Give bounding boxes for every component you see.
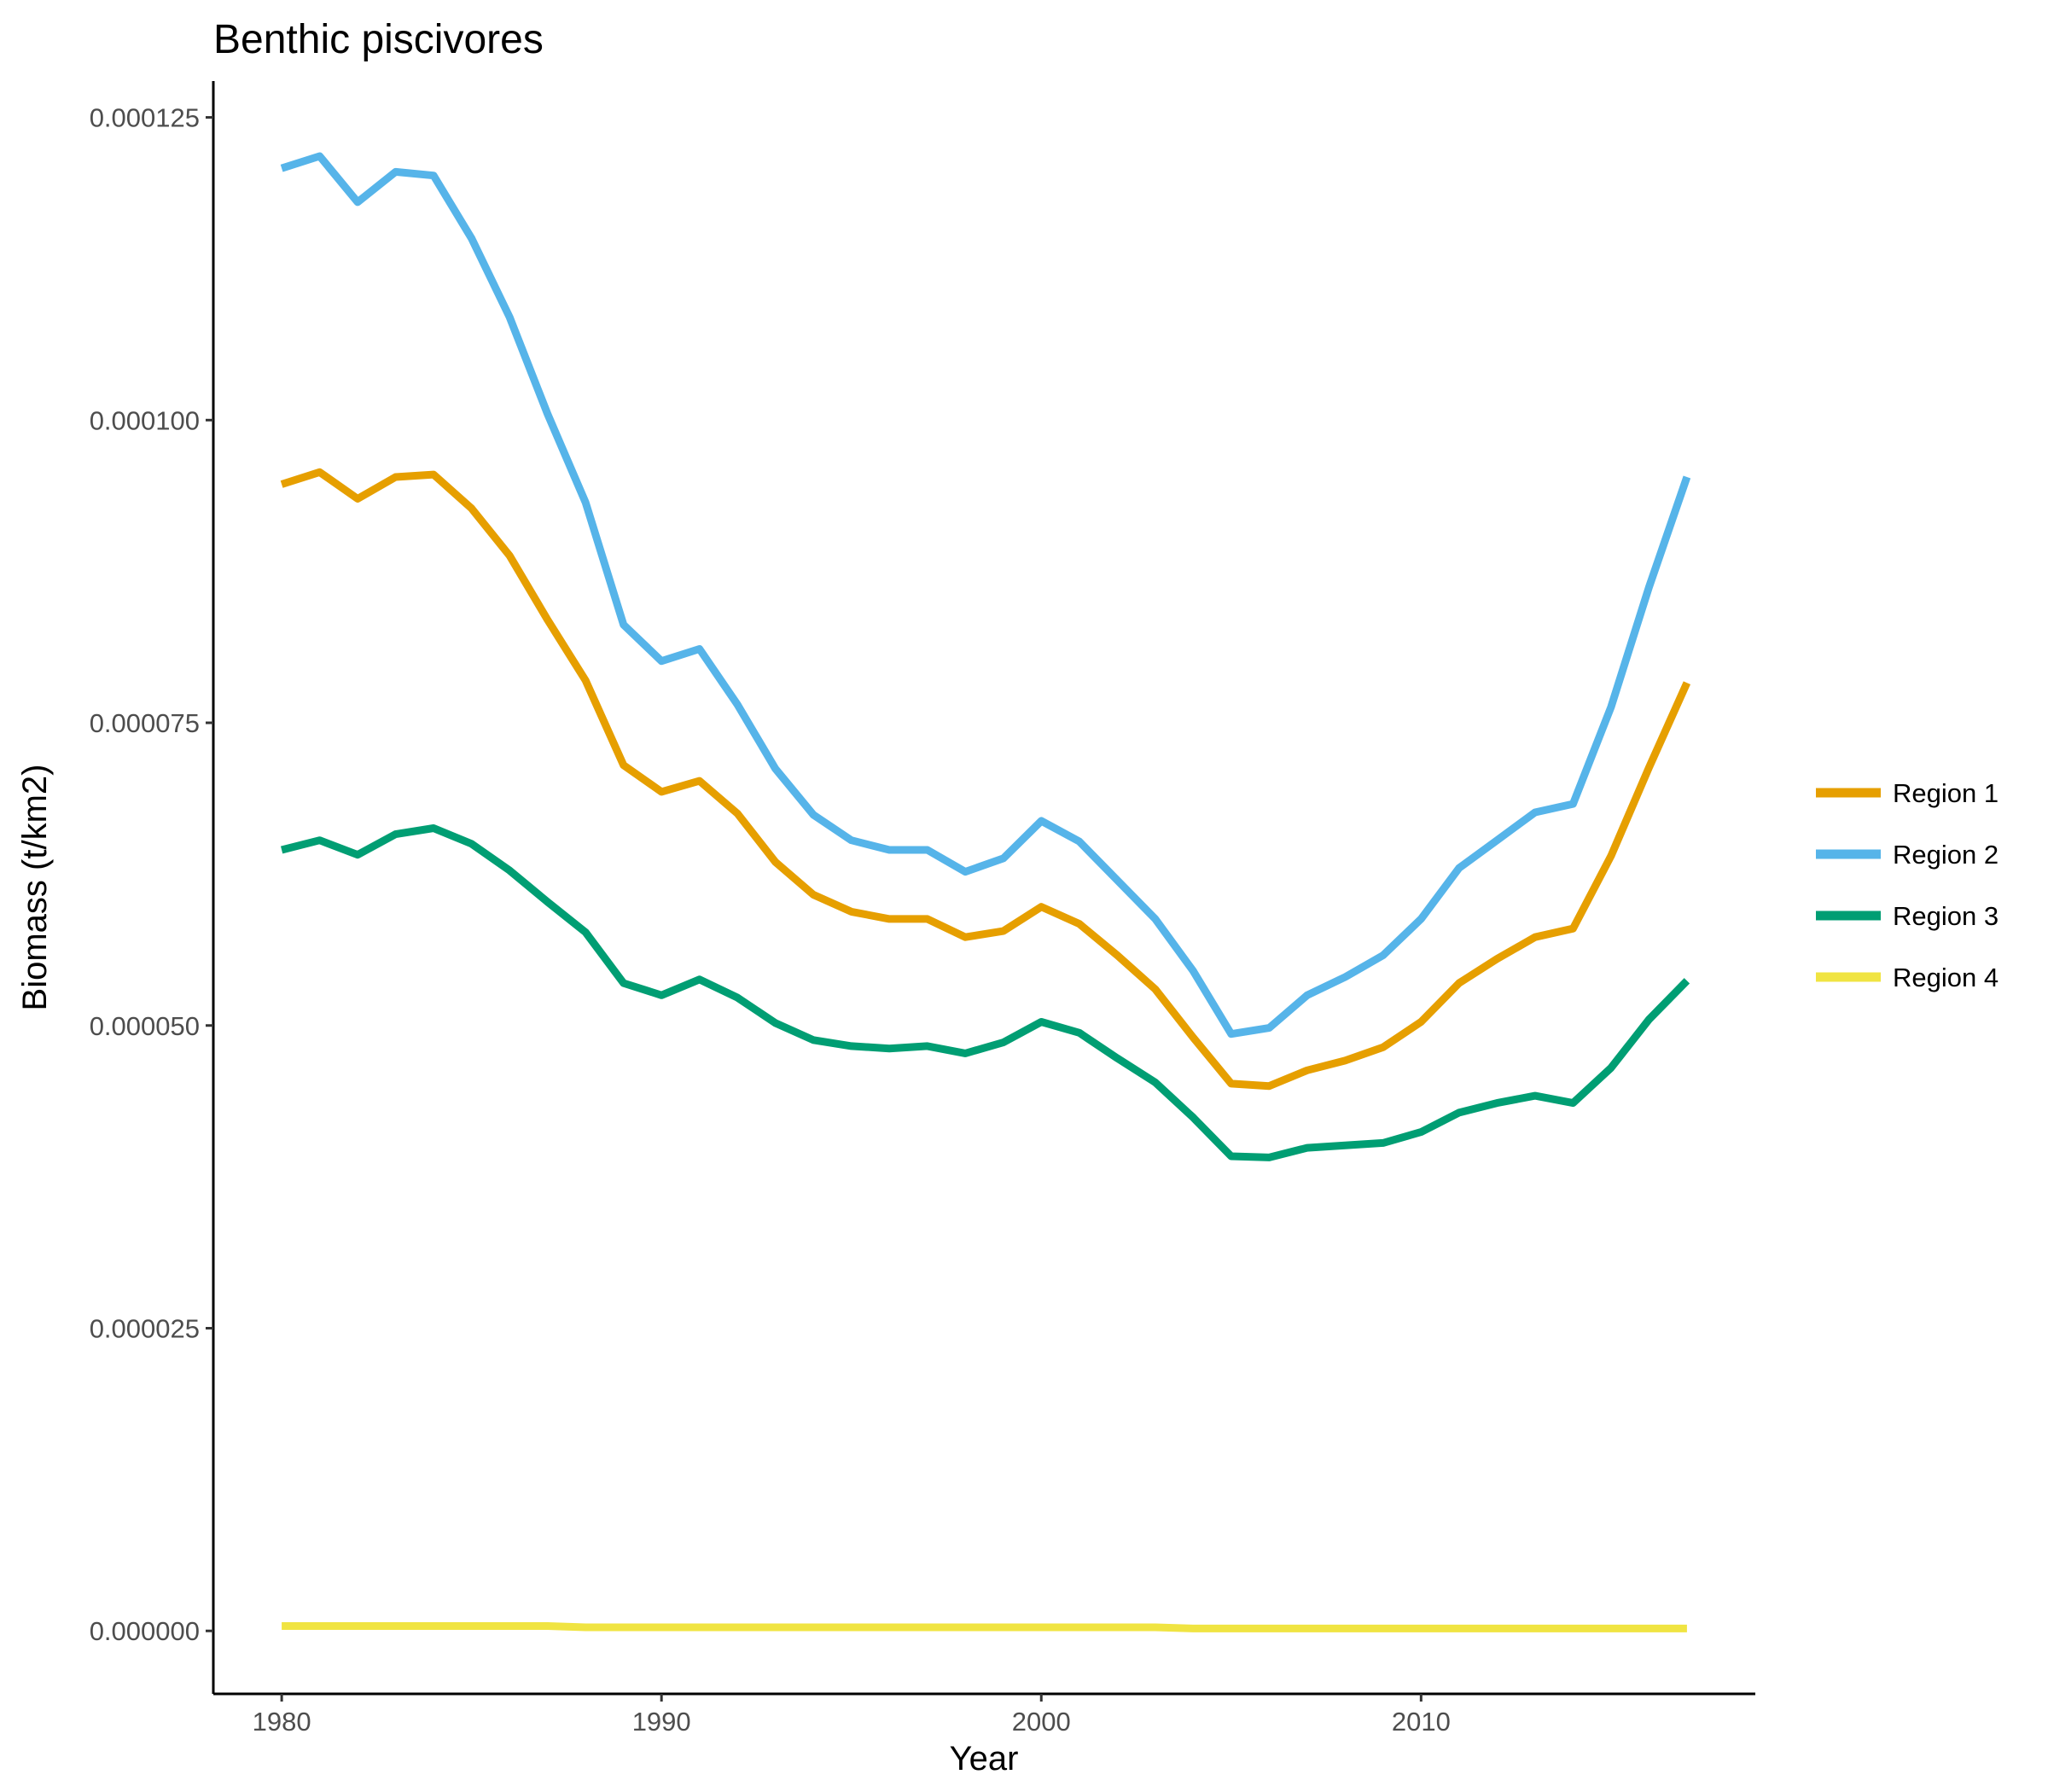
- legend-label-region-1: Region 1: [1893, 778, 1999, 808]
- y-tick-label: 0.000075: [90, 708, 200, 738]
- y-axis-title: Biomass (t/km2): [16, 765, 54, 1011]
- y-tick-label: 0.000100: [90, 405, 200, 435]
- legend-label-region-3: Region 3: [1893, 901, 1999, 931]
- series-line-region-2: [280, 152, 1691, 1039]
- x-ticks: 1980 1990 2000 2010: [253, 1694, 1451, 1737]
- x-tick-label: 1990: [632, 1707, 691, 1737]
- x-tick-label: 2000: [1012, 1707, 1071, 1737]
- y-tick-label: 0.000050: [90, 1011, 200, 1041]
- y-tick-label: 0.000000: [90, 1616, 200, 1646]
- series-line-region-3: [280, 824, 1690, 1161]
- x-tick-label: 1980: [253, 1707, 311, 1737]
- y-ticks: 0.000000 0.000025 0.000050 0.000075 0.000100…: [90, 103, 213, 1646]
- series-layer: [280, 152, 1691, 1632]
- axes-layer: [212, 81, 1755, 1696]
- series-line-region-4: [282, 1622, 1687, 1632]
- y-tick-label: 0.000025: [90, 1313, 200, 1343]
- series-line-region-1: [280, 468, 1691, 1091]
- x-tick-label: 2010: [1392, 1707, 1451, 1737]
- chart-title: Benthic piscivores: [213, 17, 544, 62]
- x-axis-title: Year: [950, 1740, 1019, 1777]
- legend: Region 1 Region 2 Region 3 Region 4: [1816, 778, 1999, 992]
- legend-label-region-2: Region 2: [1893, 840, 1999, 870]
- legend-label-region-4: Region 4: [1893, 963, 1999, 992]
- y-tick-label: 0.000125: [90, 103, 200, 133]
